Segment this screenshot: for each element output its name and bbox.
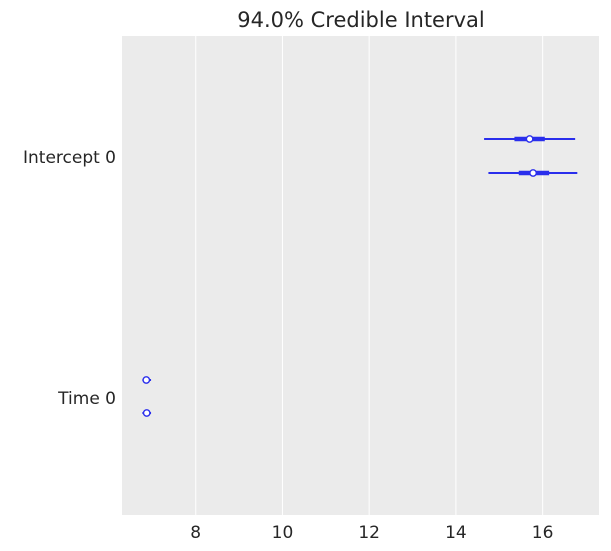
chart-title: 94.0% Credible Interval bbox=[237, 8, 485, 32]
x-gridlines bbox=[195, 36, 544, 515]
plot-background bbox=[122, 36, 599, 515]
median-point bbox=[529, 169, 537, 177]
x-tick-label: 14 bbox=[445, 523, 467, 543]
x-tick-labels: 8 10 12 14 16 bbox=[190, 523, 553, 543]
median-point bbox=[525, 135, 534, 143]
x-tick-label: 10 bbox=[272, 523, 294, 543]
y-tick-labels: Intercept 0 Time 0 bbox=[23, 148, 116, 409]
y-tick-label: Time 0 bbox=[57, 389, 116, 409]
x-tick-label: 8 bbox=[190, 523, 201, 543]
x-tick-label: 12 bbox=[358, 523, 380, 543]
interval-marks bbox=[142, 135, 578, 417]
y-tick-label: Intercept 0 bbox=[23, 148, 116, 168]
median-point bbox=[142, 409, 151, 417]
x-tick-label: 16 bbox=[532, 523, 554, 543]
median-point bbox=[142, 376, 151, 384]
